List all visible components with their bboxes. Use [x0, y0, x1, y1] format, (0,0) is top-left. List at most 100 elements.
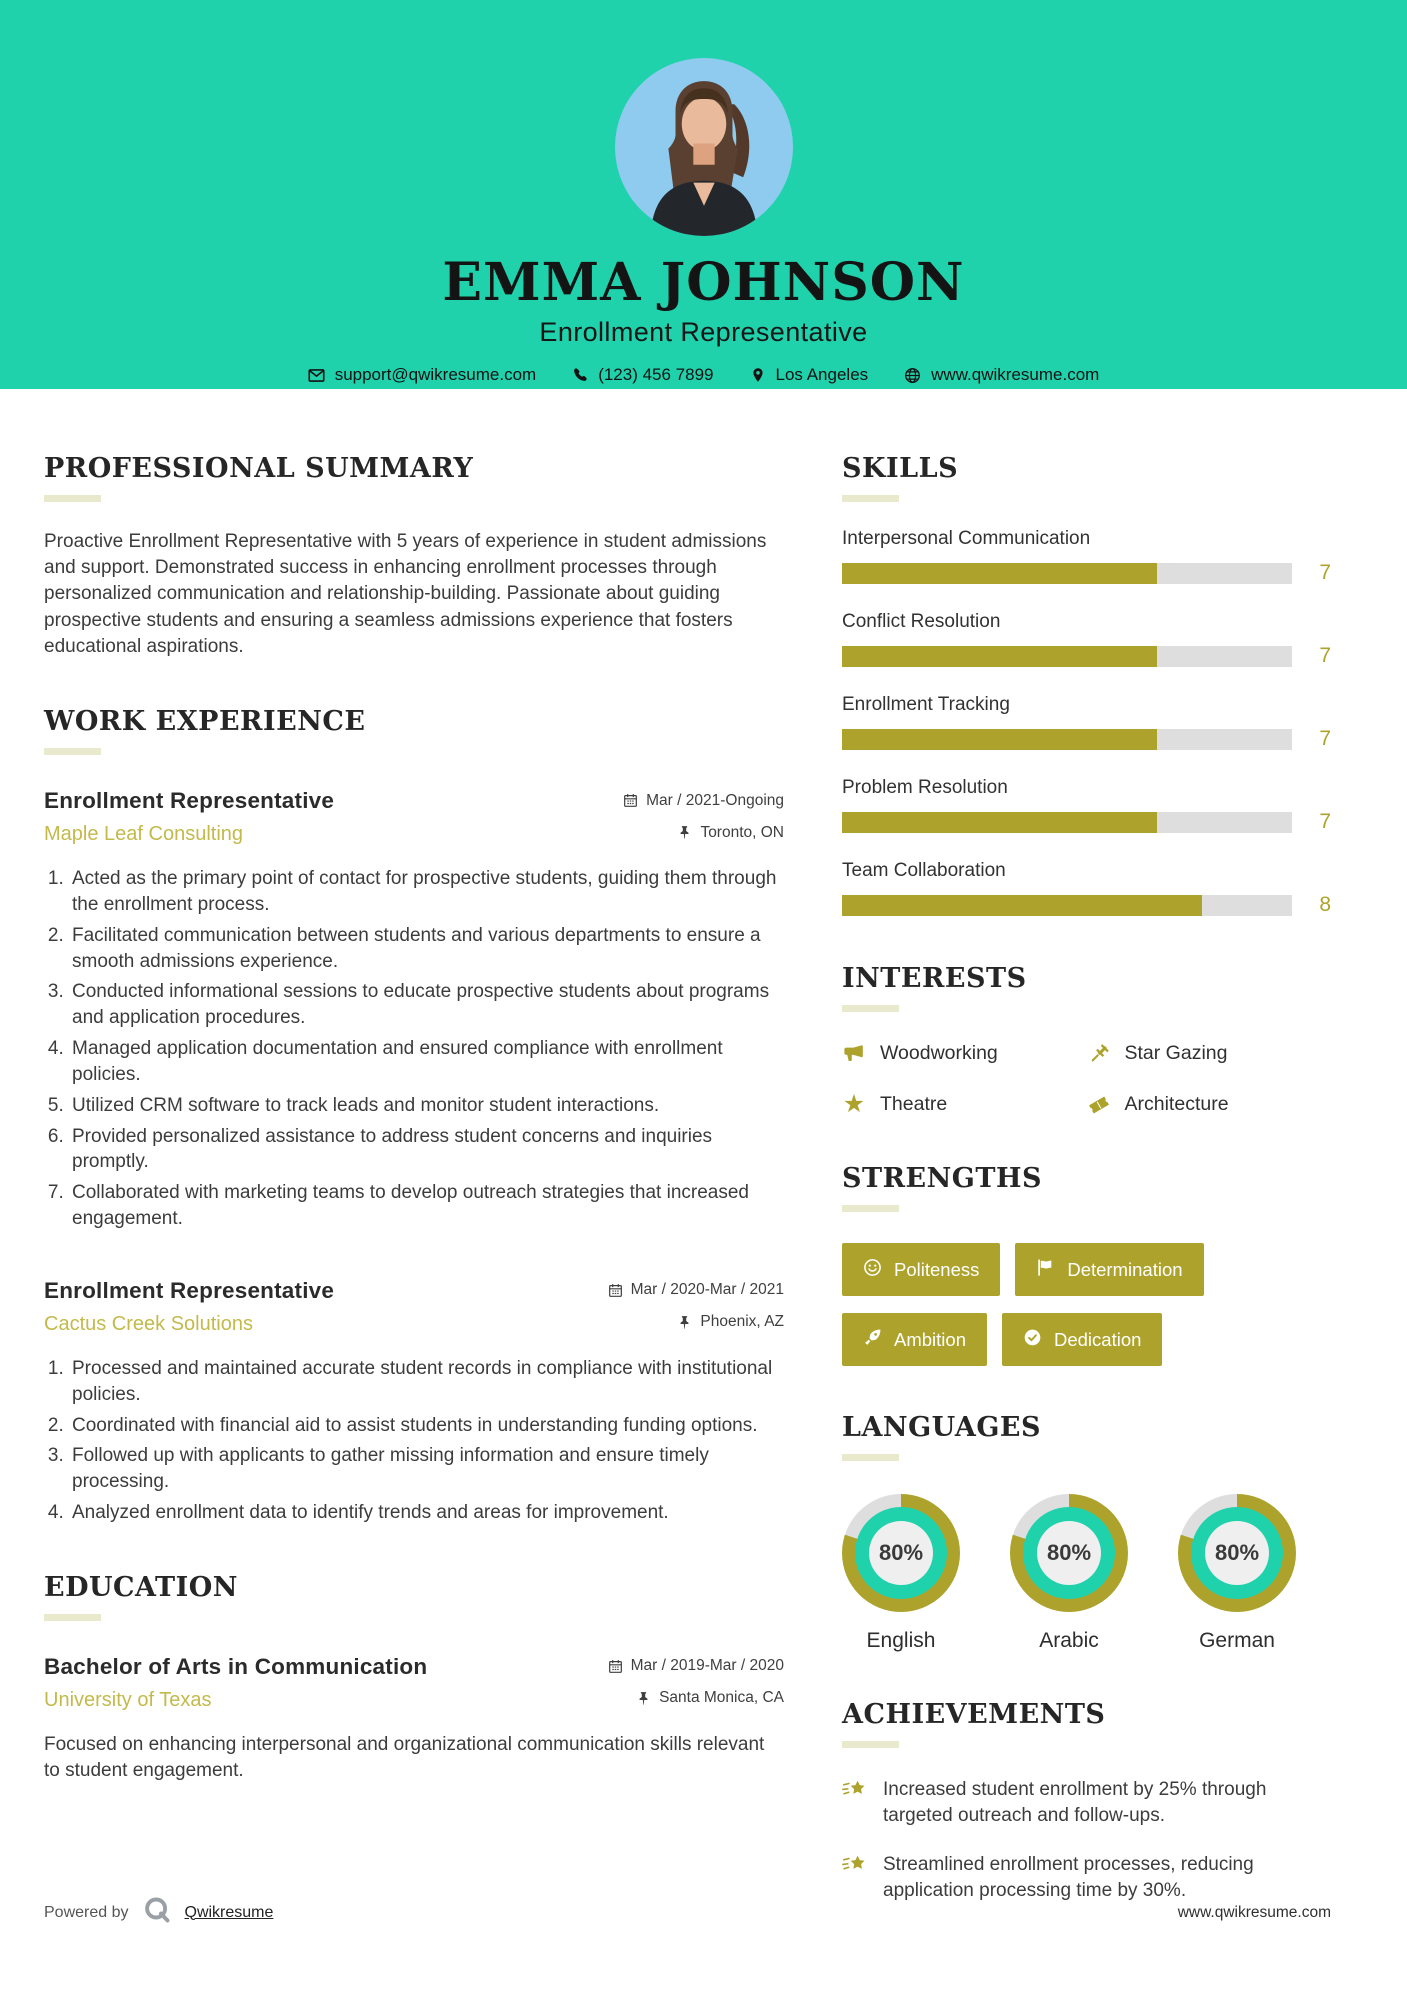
skill-item: Problem Resolution 7 — [842, 777, 1331, 834]
envelope-icon — [308, 367, 325, 384]
job-location: Phoenix, AZ — [677, 1313, 784, 1331]
section-skills: SKILLS Interpersonal Communication 7 Con… — [842, 453, 1331, 917]
gavel-icon — [1087, 1043, 1111, 1065]
shooting-star-icon — [842, 1853, 868, 1904]
job-bullet: Conducted informational sessions to educ… — [69, 979, 784, 1031]
job-bullet: Processed and maintained accurate studen… — [69, 1356, 784, 1408]
language-item: 80% English — [842, 1494, 960, 1653]
globe-icon — [904, 367, 921, 384]
school-name: University of Texas — [44, 1688, 212, 1711]
skill-bar-fill — [842, 894, 1202, 916]
language-item: 80% Arabic — [1010, 1494, 1128, 1653]
interest-item: Woodworking — [842, 1042, 1087, 1065]
interest-label: Architecture — [1124, 1093, 1229, 1115]
achievement-text: Streamlined enrollment processes, reduci… — [883, 1854, 1254, 1902]
contact-phone-text: (123) 456 7899 — [598, 365, 714, 384]
work-experience-heading: WORK EXPERIENCE — [44, 706, 366, 738]
achievement-item: Streamlined enrollment processes, reduci… — [842, 1852, 1331, 1904]
section-interests: INTERESTS Woodworking Star Gazing ★ — [842, 963, 1331, 1117]
skill-label: Enrollment Tracking — [842, 694, 1010, 715]
skill-bar-fill — [842, 811, 1157, 833]
language-label: English — [866, 1629, 936, 1652]
job-bullet: Coordinated with financial aid to assist… — [69, 1413, 784, 1439]
achievement-item: Increased student enrollment by 25% thro… — [842, 1777, 1331, 1829]
skill-item: Conflict Resolution 7 — [842, 611, 1331, 668]
star-icon: ★ — [842, 1090, 866, 1118]
contact-phone: (123) 456 7899 — [572, 365, 714, 385]
strengths-heading: STRENGTHS — [842, 1163, 1042, 1194]
calendar-icon — [623, 793, 638, 808]
summary-text: Proactive Enrollment Representative with… — [44, 531, 767, 657]
job-bullet: Utilized CRM software to track leads and… — [69, 1093, 784, 1119]
language-item: 80% German — [1178, 1494, 1296, 1653]
language-label: Arabic — [1039, 1629, 1099, 1652]
contact-website: www.qwikresume.com — [904, 365, 1099, 385]
phone-icon — [572, 367, 588, 383]
job-bullet: Facilitated communication between studen… — [69, 923, 784, 975]
skill-bar-fill — [842, 728, 1157, 750]
education-heading: EDUCATION — [44, 1571, 238, 1603]
language-percent: 80% — [1205, 1521, 1269, 1585]
language-percent: 80% — [1037, 1521, 1101, 1585]
interest-label: Theatre — [880, 1093, 948, 1115]
job-entry-2: Enrollment Representative Mar / 2020-Mar… — [44, 1278, 784, 1526]
skill-value: 7 — [1319, 727, 1331, 750]
check-circle-icon — [1023, 1328, 1042, 1352]
language-label: German — [1199, 1629, 1275, 1652]
skill-bar-track — [842, 894, 1292, 916]
contact-row: support@qwikresume.com (123) 456 7899 Lo… — [0, 365, 1407, 385]
section-achievements: ACHIEVEMENTS Increased student enrollmen… — [842, 1699, 1331, 1904]
strength-label: Politeness — [894, 1258, 980, 1280]
rocket-icon — [863, 1328, 882, 1352]
job-bullet: Provided personalized assistance to addr… — [69, 1124, 784, 1176]
strength-label: Determination — [1067, 1258, 1183, 1280]
job-company: Maple Leaf Consulting — [44, 823, 244, 846]
map-marker-icon — [750, 367, 766, 383]
calendar-icon — [608, 1283, 623, 1298]
education-description: Focused on enhancing interpersonal and o… — [44, 1733, 765, 1782]
interest-item: ★ Theatre — [842, 1092, 1087, 1117]
page-footer: Powered by Qwikresume www.qwikresume.com — [44, 1895, 1331, 1930]
language-donut-chart: 80% — [1178, 1494, 1296, 1612]
languages-heading: LANGUAGES — [842, 1412, 1041, 1443]
language-donut-chart: 80% — [1010, 1494, 1128, 1612]
strength-pill: Politeness — [842, 1243, 1001, 1296]
heading-underline — [842, 1005, 899, 1012]
skill-item: Team Collaboration 8 — [842, 860, 1331, 917]
powered-by-text: Powered by — [44, 1903, 129, 1921]
education-location-text: Santa Monica, CA — [659, 1689, 784, 1707]
job-title: Enrollment Representative — [44, 1277, 335, 1303]
section-education: EDUCATION Bachelor of Arts in Communicat… — [44, 1572, 784, 1784]
job-bullet-list: Acted as the primary point of contact fo… — [44, 866, 784, 1232]
heading-underline — [842, 1741, 899, 1748]
strength-pill: Determination — [1015, 1243, 1204, 1296]
person-name: EMMA JOHNSON — [442, 252, 965, 313]
job-bullet: Managed application documentation and en… — [69, 1036, 784, 1088]
person-title: Enrollment Representative — [539, 317, 868, 347]
powered-by: Powered by Qwikresume — [44, 1895, 273, 1930]
left-column: PROFESSIONAL SUMMARY Proactive Enrollmen… — [44, 453, 784, 1830]
achievement-text: Increased student enrollment by 25% thro… — [883, 1779, 1267, 1827]
skill-value: 7 — [1319, 644, 1331, 667]
interests-heading: INTERESTS — [842, 963, 1027, 994]
skill-item: Interpersonal Communication 7 — [842, 528, 1331, 585]
brand-link[interactable]: Qwikresume — [184, 1903, 274, 1921]
education-location: Santa Monica, CA — [636, 1689, 784, 1707]
skill-value: 7 — [1319, 561, 1331, 584]
right-column: SKILLS Interpersonal Communication 7 Con… — [842, 453, 1331, 1950]
heading-underline — [44, 748, 101, 756]
strength-label: Dedication — [1053, 1328, 1142, 1350]
skill-bar-track — [842, 728, 1292, 750]
job-location-text: Toronto, ON — [700, 823, 784, 841]
job-bullet: Acted as the primary point of contact fo… — [69, 866, 784, 918]
skill-value: 8 — [1319, 893, 1331, 916]
professional-summary-heading: PROFESSIONAL SUMMARY — [44, 453, 474, 484]
skill-label: Problem Resolution — [842, 777, 1008, 798]
person-photo-illustration — [650, 81, 757, 236]
job-dates: Mar / 2021-Ongoing — [623, 792, 784, 810]
skill-bar-track — [842, 645, 1292, 667]
section-strengths: STRENGTHS Politeness Determination — [842, 1163, 1331, 1366]
strength-label: Ambition — [894, 1328, 966, 1350]
education-entry: Bachelor of Arts in Communication Mar / … — [44, 1654, 784, 1784]
interest-label: Star Gazing — [1124, 1042, 1228, 1064]
